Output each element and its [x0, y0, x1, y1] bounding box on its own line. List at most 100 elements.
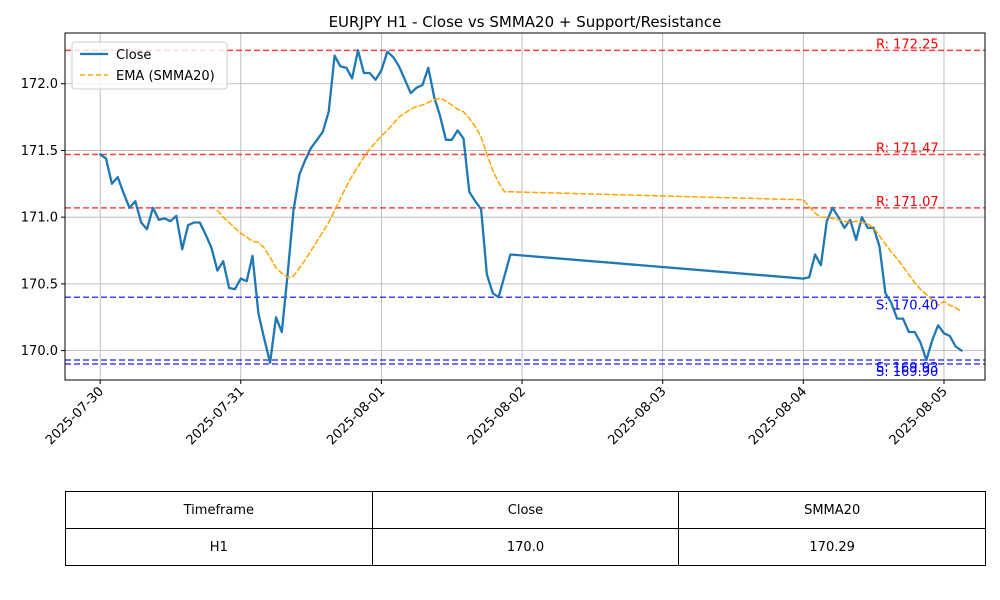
close-data-point: [337, 63, 343, 69]
smma20-data-point: [853, 218, 859, 224]
close-data-point: [361, 70, 367, 76]
close-data-point: [168, 218, 174, 224]
y-tick-label: 171.5: [21, 144, 58, 159]
smma20-data-point: [449, 102, 455, 108]
close-data-point: [378, 67, 384, 73]
close-data-point: [244, 278, 250, 284]
close-data-point: [162, 216, 168, 222]
close-data-point: [414, 85, 420, 91]
close-data-point: [138, 220, 144, 226]
smma20-data-point: [355, 164, 361, 170]
smma20-data-point: [836, 217, 842, 223]
smma20-data-point: [847, 220, 853, 226]
smma20-data-point: [941, 298, 947, 304]
close-data-point: [947, 333, 953, 339]
close-data-point: [935, 322, 941, 328]
smma20-data-point: [244, 234, 250, 240]
close-data-point: [121, 190, 127, 196]
smma20-data-point: [232, 225, 238, 231]
close-data-point: [484, 272, 490, 278]
smma20-data-point: [226, 220, 232, 226]
smma20-data-point: [308, 248, 314, 254]
smma20-data-point: [812, 210, 818, 216]
close-data-point: [349, 75, 355, 81]
close-data-point: [279, 329, 285, 335]
close-data-point: [250, 253, 256, 259]
close-data-point: [314, 137, 320, 143]
close-data-point: [173, 213, 179, 219]
table-cell-timeframe: H1: [65, 528, 373, 566]
close-data-point: [197, 220, 203, 226]
legend: Close EMA (SMMA20): [71, 41, 228, 90]
smma20-data-point: [490, 168, 496, 174]
smma20-data-point: [859, 220, 865, 226]
smma20-data-point: [291, 273, 297, 279]
close-data-point: [127, 205, 133, 211]
y-tick-label: 170.5: [21, 277, 58, 292]
smma20-data-point: [279, 270, 285, 276]
close-data-point: [420, 82, 426, 88]
close-data-point: [302, 157, 308, 163]
smma20-data-point: [800, 197, 806, 203]
close-data-point: [425, 65, 431, 71]
smma20-data-point: [332, 208, 338, 214]
smma20-data-point: [437, 95, 443, 101]
close-data-point: [238, 276, 244, 282]
table-cell-smma20: 170.29: [678, 528, 986, 566]
smma20-data-point: [830, 216, 836, 222]
close-data-point: [384, 49, 390, 55]
smma20-data-point: [425, 99, 431, 105]
smma20-data-point: [255, 240, 261, 246]
close-data-point: [912, 329, 918, 335]
summary-table: Timeframe Close SMMA20 H1 170.0 170.29: [65, 491, 986, 566]
smma20-data-point: [378, 133, 384, 139]
smma20-data-point: [953, 305, 959, 311]
close-data-point: [355, 47, 361, 53]
close-data-point: [273, 314, 279, 320]
close-data-point: [841, 225, 847, 231]
smma20-data-point: [273, 265, 279, 271]
level-lines: [65, 49, 985, 365]
x-tick-label: 2025-07-30: [43, 384, 107, 448]
close-data-point: [806, 274, 812, 280]
smma20-data-point: [408, 106, 414, 112]
x-tick-label: 2025-08-05: [887, 384, 951, 448]
close-data-point: [214, 268, 220, 274]
close-data-point: [859, 214, 865, 220]
smma20-data-point: [502, 189, 508, 195]
close-data-point: [267, 360, 273, 366]
x-tick-label: 2025-07-31: [184, 384, 248, 448]
smma20-data-point: [367, 146, 373, 152]
smma20-data-point: [496, 180, 502, 186]
x-tick-label: 2025-08-02: [465, 384, 529, 448]
table-header-row: Timeframe Close SMMA20: [65, 491, 986, 529]
close-data-point: [103, 156, 109, 162]
close-data-point: [507, 252, 513, 258]
close-data-point: [959, 348, 965, 354]
x-tick-label: 2025-08-01: [324, 384, 388, 448]
close-data-point: [830, 205, 836, 211]
close-data-point: [466, 189, 472, 195]
support-level-label: S: 170.40: [876, 298, 938, 313]
smma20-series-line: [216, 97, 963, 313]
close-data-point: [343, 65, 349, 71]
close-data-point: [402, 77, 408, 83]
table-row: H1 170.0 170.29: [65, 528, 986, 566]
close-data-point: [150, 205, 156, 211]
table-cell-close: 170.0: [371, 528, 680, 566]
smma20-data-point: [466, 115, 472, 121]
level-labels: R: 172.25 R: 171.47 R: 171.07 S: 170.40 S: 1…: [876, 37, 939, 380]
y-tick-label: 170.0: [21, 344, 58, 359]
smma20-data-point: [250, 238, 256, 244]
close-data-point: [800, 276, 806, 282]
close-data-point: [326, 109, 332, 115]
smma20-data-point: [320, 229, 326, 235]
smma20-data-point: [361, 154, 367, 160]
smma20-data-point: [343, 184, 349, 190]
smma20-data-point: [507, 189, 513, 195]
close-data-point: [296, 172, 302, 178]
smma20-data-point: [420, 102, 426, 108]
close-data-point: [220, 258, 226, 264]
series-lines: [99, 47, 965, 366]
